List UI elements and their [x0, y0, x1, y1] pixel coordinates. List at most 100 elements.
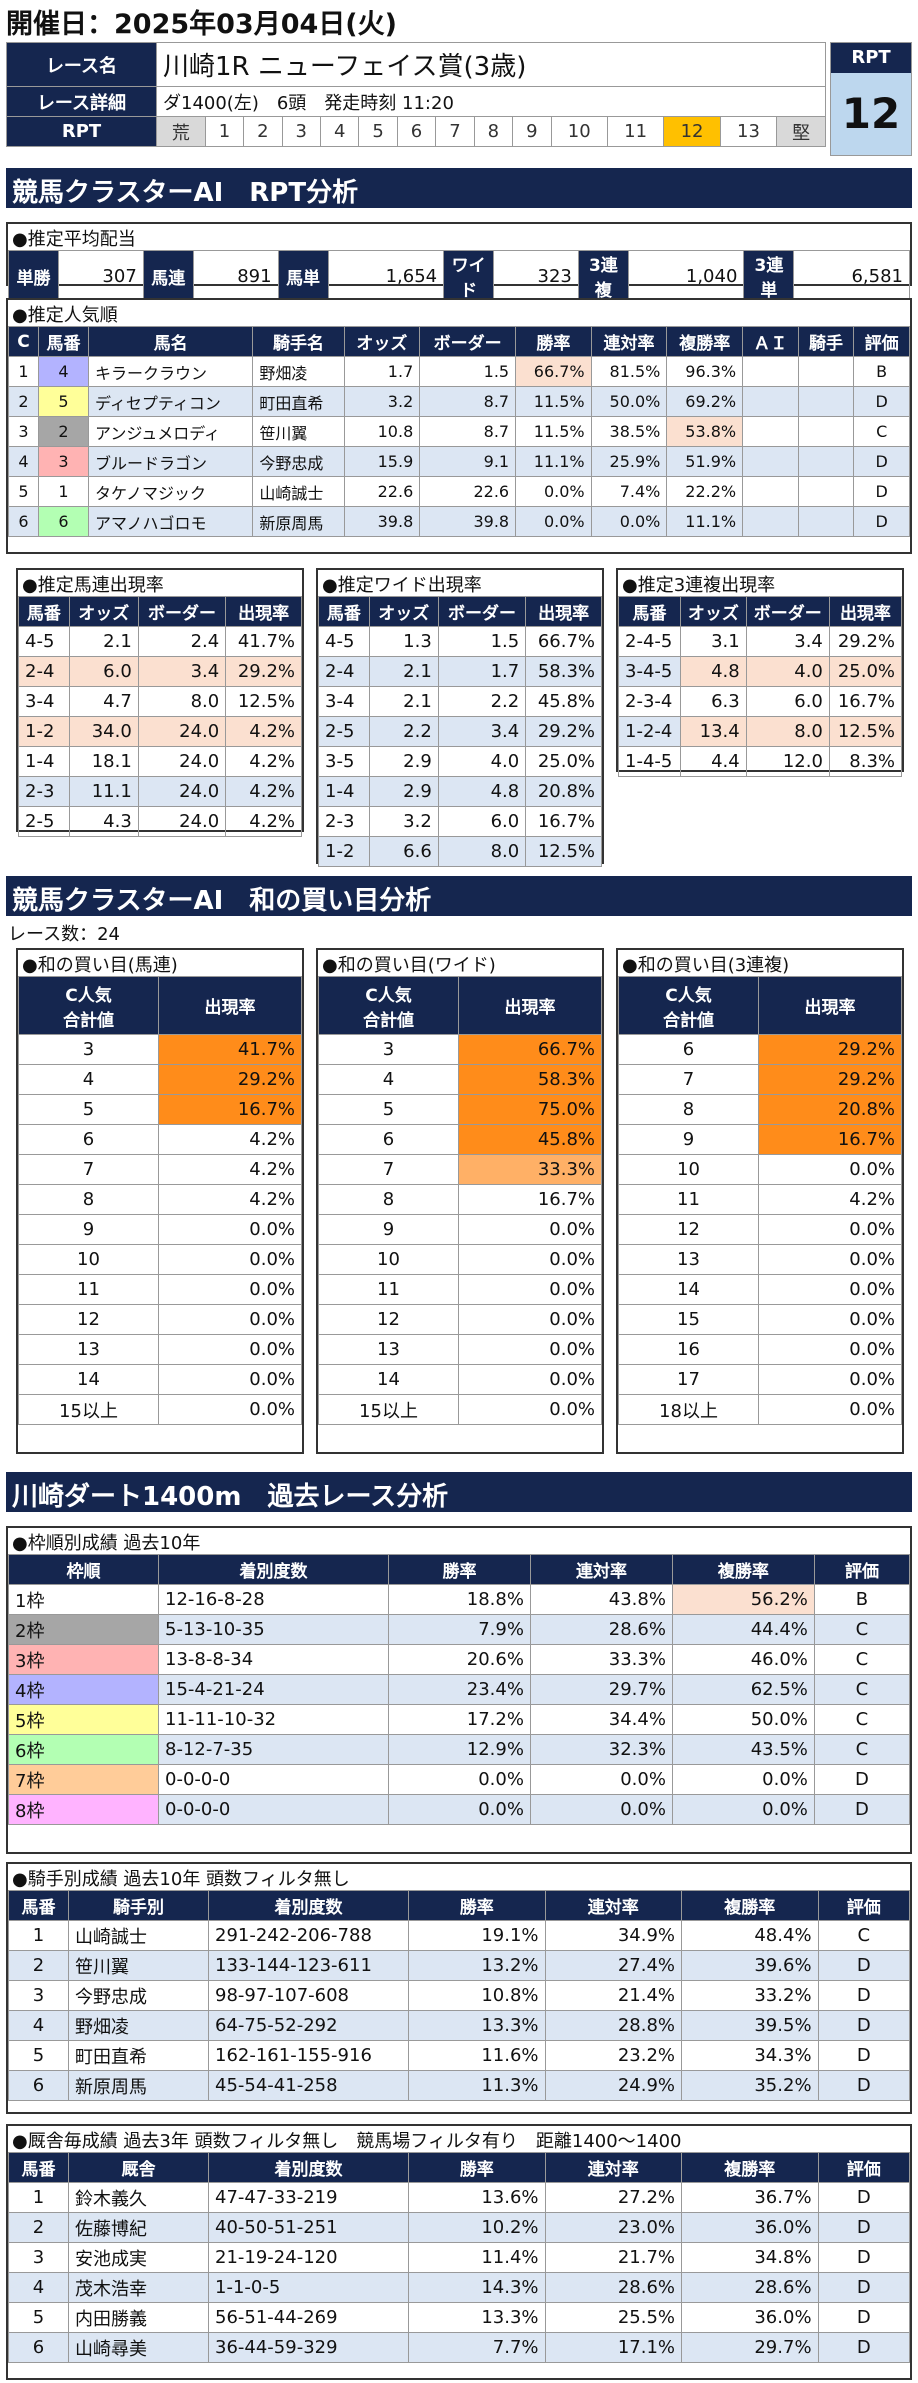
table-row: 1-2 34.0 24.0 4.2% — [18, 716, 302, 747]
table-cell: 16.7% — [158, 1094, 302, 1125]
table-cell: 45.8% — [458, 1124, 602, 1155]
table-cell: 96.3% — [666, 356, 744, 387]
column-header: 馬番 — [18, 596, 70, 627]
table-cell: 3 — [318, 1034, 459, 1065]
table-cell: 0.0% — [758, 1334, 902, 1365]
table-cell: 75.0% — [458, 1094, 602, 1125]
table-row: 8 16.7% — [318, 1184, 602, 1215]
jockey-box: ●騎手別成績 過去10年 頭数フィルタ無し 馬番 騎手別 着別度数 勝率 連対率 複勝率評… — [6, 1862, 912, 2114]
table-cell: 6.6 — [368, 836, 439, 867]
table-cell: 5 — [8, 476, 39, 507]
table-cell: 0.0% — [458, 1364, 602, 1395]
table-cell: 22.6 — [343, 476, 421, 507]
table-cell: 1-4-5 — [618, 746, 681, 777]
table-cell: 3 — [8, 1980, 69, 2011]
table-cell: C — [817, 1920, 911, 1951]
column-header-line: 合計値 — [363, 1010, 414, 1031]
table-row: 9 0.0% — [18, 1214, 302, 1245]
table-cell: 11 — [18, 1274, 159, 1305]
umaren-title: ●推定馬連出現率 — [22, 575, 164, 596]
table-cell: 6 — [318, 1124, 459, 1155]
payout-box: ●推定平均配当 単勝 307 馬連 891 馬単 1,654 ワイド 323 3連複 1,040 3… — [6, 222, 912, 302]
column-header: 出現率 — [225, 596, 302, 627]
table-cell: 34.8% — [681, 2242, 819, 2273]
table-cell: 39.8 — [343, 506, 421, 537]
rpt-scale-cell: 5 — [358, 116, 398, 147]
table-cell: 0.0% — [158, 1304, 302, 1335]
table-cell: 10 — [618, 1154, 759, 1185]
table-cell: 36.0% — [681, 2212, 819, 2243]
table-cell: 5 — [18, 1094, 159, 1125]
column-header: 勝率 — [408, 1890, 546, 1921]
table-cell: 9 — [618, 1124, 759, 1155]
rpt-scale-cell: 8 — [473, 116, 514, 147]
column-header: ボーダー — [437, 596, 527, 627]
table-cell: 2-5 — [318, 716, 370, 747]
trainer-table: 馬番 厩舎 着別度数 勝率 連対率 複勝率 評価 1 鈴木義久 47-47-33-219 13.6%… — [8, 2152, 911, 2363]
table-cell: 34.9% — [544, 1920, 683, 1951]
column-header: 騎手名 — [252, 326, 345, 357]
table-row: 8 4.2% — [18, 1184, 302, 1215]
table-cell: D — [817, 2010, 911, 2041]
table-cell: 11-11-10-32 — [158, 1704, 389, 1735]
table-row: 3-5 2.9 4.0 25.0% — [318, 746, 602, 777]
table-cell: 0.0% — [158, 1214, 302, 1245]
table-row: 7 29.2% — [618, 1064, 902, 1095]
table-cell: 6 — [8, 2070, 69, 2101]
table-cell: 3 — [18, 1034, 159, 1065]
table-row: 11 0.0% — [18, 1274, 302, 1305]
table-row: 2-4 2.1 1.7 58.3% — [318, 656, 602, 687]
table-cell: 36.7% — [681, 2182, 819, 2213]
rpt-value: 12 — [831, 73, 911, 155]
table-cell: 29.2% — [158, 1064, 302, 1095]
table-cell: 1.5 — [437, 626, 527, 657]
race-name-label: レース名 — [6, 42, 157, 87]
table-cell: 27.4% — [544, 1950, 683, 1981]
rpt-scale-cell: 1 — [204, 116, 245, 147]
race-detail-label: レース詳細 — [6, 86, 157, 117]
table-row: 1-4 2.9 4.8 20.8% — [318, 776, 602, 807]
column-header: 厩舎 — [68, 2152, 209, 2183]
column-header: オッズ — [679, 596, 747, 627]
table-cell: 58.3% — [458, 1064, 602, 1095]
column-header: 評価 — [817, 2152, 911, 2183]
table-row: 4 野畑凌 64-75-52-292 13.3% 28.8% 39.5% D — [8, 2010, 911, 2041]
table-cell: 35.2% — [681, 2070, 819, 2101]
table-cell: 1.7 — [343, 356, 421, 387]
table-cell: 12.9% — [388, 1734, 531, 1765]
table-cell: 6.0 — [437, 806, 527, 837]
table-cell: 0.0% — [458, 1394, 602, 1425]
table-cell: 0-0-0-0 — [158, 1764, 389, 1795]
table-cell: 0.0% — [758, 1214, 902, 1245]
column-header: 出現率 — [158, 976, 302, 1035]
table-cell: 2 — [8, 1950, 69, 1981]
column-header: 勝率 — [515, 326, 592, 357]
table-cell: 佐藤博紀 — [68, 2212, 209, 2243]
table-cell — [742, 446, 799, 477]
table-cell: 15以上 — [18, 1394, 159, 1425]
table-cell: 13-8-8-34 — [158, 1644, 389, 1675]
table-cell: 0.0% — [388, 1764, 531, 1795]
table-cell: 34.3% — [681, 2040, 819, 2071]
table-cell: 1 — [8, 356, 39, 387]
table-cell: 4.2% — [225, 806, 302, 837]
rpt-scale-cell: 3 — [281, 116, 321, 147]
table-cell — [797, 356, 855, 387]
table-row: 6 4.2% — [18, 1124, 302, 1155]
table-cell: 47-47-33-219 — [208, 2182, 409, 2213]
table-row: 9 16.7% — [618, 1124, 902, 1155]
column-header: 出現率 — [758, 976, 902, 1035]
table-cell: 5枠 — [8, 1704, 159, 1735]
table-row: 10 0.0% — [18, 1244, 302, 1275]
table-cell: 安池成実 — [68, 2242, 209, 2273]
table-cell: 1 — [38, 476, 89, 507]
payout-value: 323 — [493, 250, 579, 302]
table-cell: 25.5% — [544, 2302, 683, 2333]
column-header: C人気 合計値 — [18, 976, 159, 1035]
trainer-title: ●厩舎毎成績 過去3年 頭数フィルタ無し 競馬場フィルタ有り 距離1400～14… — [12, 2131, 682, 2152]
column-header: 馬番 — [8, 1890, 69, 1921]
table-cell: 今野忠成 — [252, 446, 345, 477]
column-header: 馬名 — [87, 326, 254, 357]
table-row: 3 安池成実 21-19-24-120 11.4% 21.7% 34.8% D — [8, 2242, 911, 2273]
table-cell: 1枠 — [8, 1584, 159, 1615]
